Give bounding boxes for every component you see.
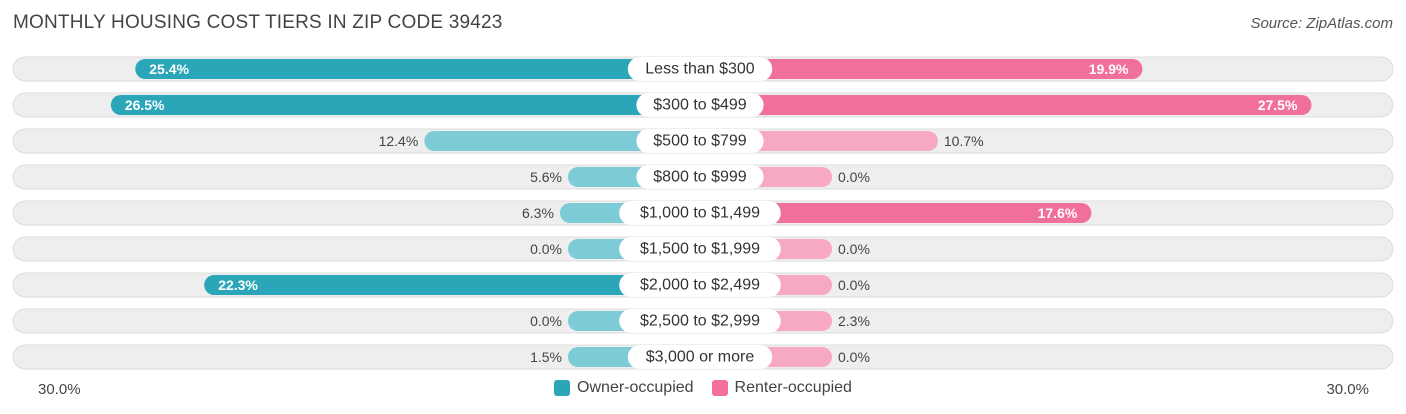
- category-label: $2,000 to $2,499: [640, 277, 760, 294]
- value-label-owner: 0.0%: [530, 313, 562, 329]
- axis-right-label: 30.0%: [1326, 381, 1369, 398]
- bar-owner: [110, 95, 701, 115]
- category-label-bg: [619, 273, 781, 297]
- category-label-bg: [636, 93, 764, 117]
- value-label-owner: 1.5%: [530, 349, 562, 365]
- category-label: $500 to $799: [653, 133, 747, 150]
- bar-owner: [204, 275, 701, 295]
- value-label-renter: 0.0%: [838, 277, 870, 293]
- value-label-owner: 22.3%: [218, 277, 258, 293]
- category-label: $1,500 to $1,999: [640, 241, 760, 258]
- legend-swatch-owner: [554, 380, 571, 396]
- value-label-renter: 10.7%: [944, 133, 984, 149]
- value-label-renter: 2.3%: [838, 313, 870, 329]
- category-label-bg: [619, 201, 781, 225]
- category-label-bg: [619, 237, 781, 261]
- value-label-renter: 0.0%: [838, 169, 870, 185]
- bar-owner: [135, 59, 701, 79]
- value-label-renter: 0.0%: [838, 241, 870, 257]
- value-label-owner: 5.6%: [530, 169, 562, 185]
- chart-plot-area: Less than $300 25.4% 19.9% $300 to $499 26.5…: [12, 56, 1394, 370]
- value-label-renter: 17.6%: [1038, 205, 1078, 221]
- value-label-renter: 19.9%: [1089, 61, 1129, 77]
- category-label: Less than $300: [645, 61, 755, 78]
- bar-renter: [700, 203, 1092, 223]
- category-label: $300 to $499: [653, 97, 747, 114]
- category-label-bg: [627, 57, 773, 81]
- bar-renter: [700, 95, 1312, 115]
- category-label: $3,000 or more: [646, 349, 755, 366]
- category-label: $2,500 to $2,999: [640, 313, 760, 330]
- legend-label-owner: Owner-occupied: [577, 379, 694, 396]
- chart-title: MONTHLY HOUSING COST TIERS IN ZIP CODE 3…: [13, 12, 503, 33]
- legend-item-owner: Owner-occupied: [554, 379, 694, 397]
- value-label-renter: 0.0%: [838, 349, 870, 365]
- source-note: Source: ZipAtlas.com: [1250, 15, 1393, 32]
- bar-owner: [424, 131, 700, 151]
- legend: Owner-occupied Renter-occupied: [0, 379, 1406, 397]
- value-label-owner: 0.0%: [530, 241, 562, 257]
- value-label-renter: 27.5%: [1258, 97, 1298, 113]
- category-label-bg: [636, 129, 764, 153]
- category-label-bg: [636, 165, 764, 189]
- legend-item-renter: Renter-occupied: [711, 379, 852, 397]
- category-label-bg: [627, 345, 773, 369]
- legend-swatch-renter: [711, 380, 728, 396]
- bar-renter: [700, 59, 1143, 79]
- category-label: $800 to $999: [653, 169, 747, 186]
- legend-label-renter: Renter-occupied: [734, 379, 852, 396]
- axis-left-label: 30.0%: [38, 381, 81, 398]
- value-label-owner: 26.5%: [125, 97, 165, 113]
- category-label: $1,000 to $1,499: [640, 205, 760, 222]
- value-label-owner: 6.3%: [522, 205, 554, 221]
- value-label-owner: 25.4%: [149, 61, 189, 77]
- category-label-bg: [619, 309, 781, 333]
- value-label-owner: 12.4%: [379, 133, 419, 149]
